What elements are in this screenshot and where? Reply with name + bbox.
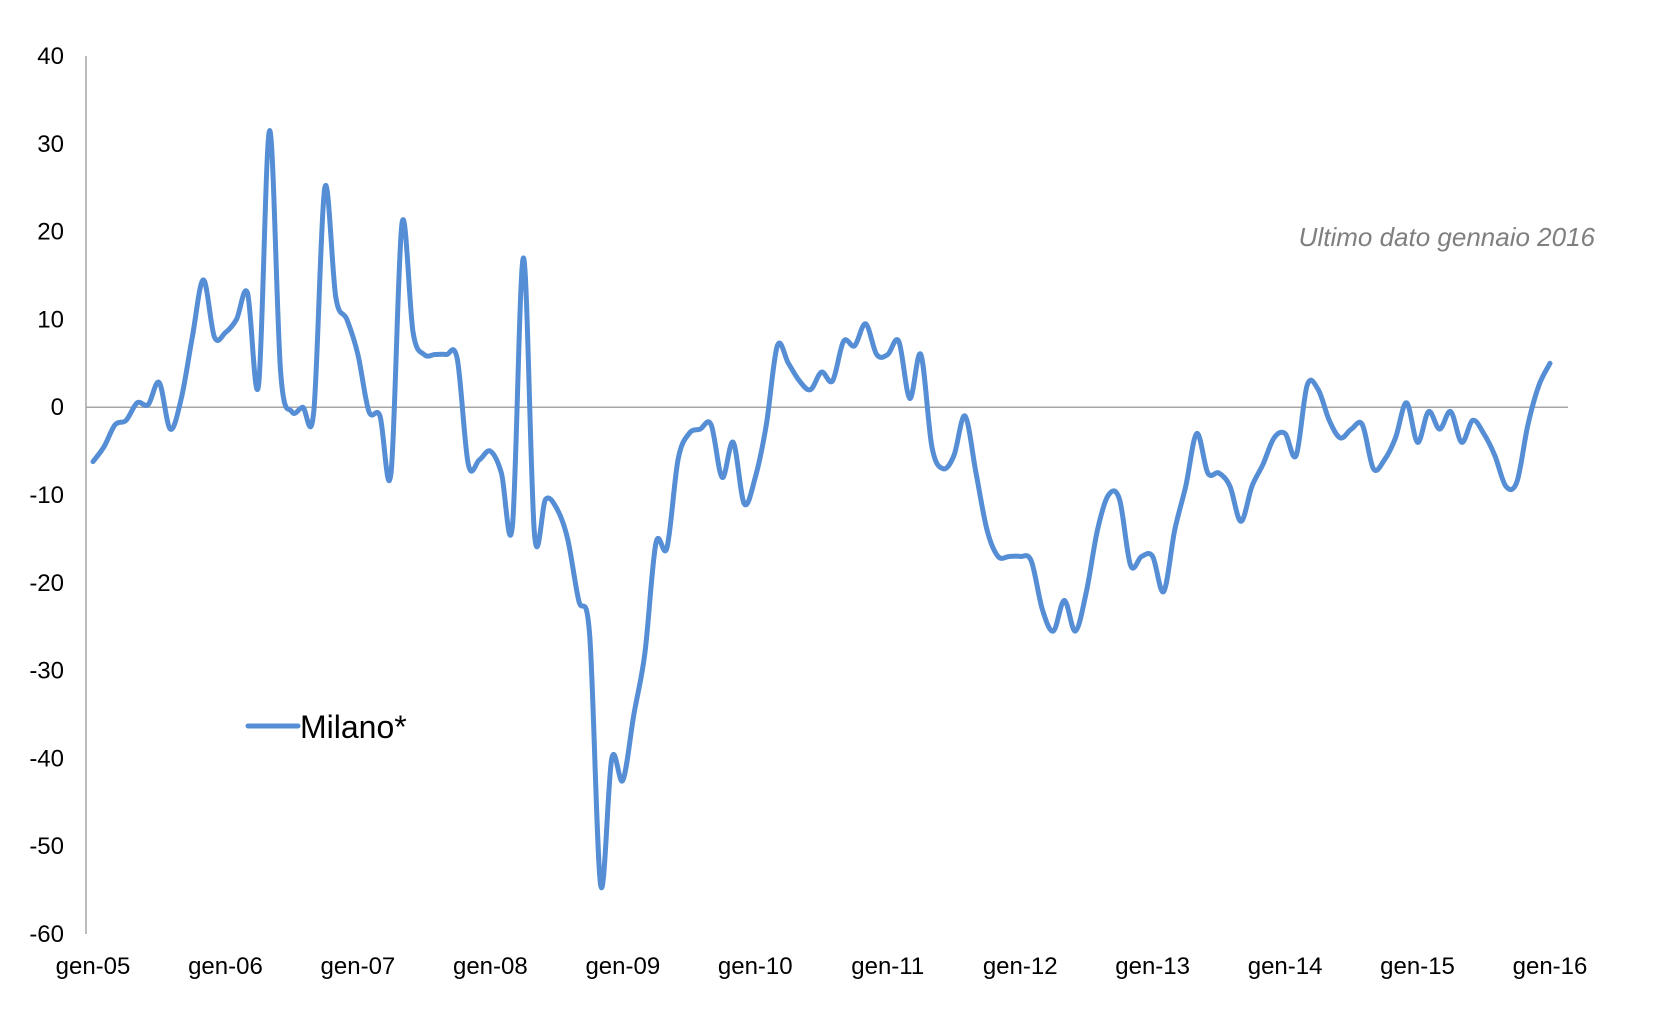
series-line <box>90 128 1553 891</box>
y-axis: 40 30 20 10 0 -10 -20 -30 -40 -50 -60 <box>29 43 87 948</box>
y-tick-label: 10 <box>37 306 64 333</box>
x-tick-label: gen-11 <box>851 953 924 980</box>
x-tick-label: gen-16 <box>1513 953 1588 980</box>
x-tick-label: gen-15 <box>1380 953 1455 980</box>
x-tick-label: gen-14 <box>1248 953 1323 980</box>
y-tick-label: -30 <box>29 658 64 685</box>
y-tick-label: 30 <box>37 131 64 158</box>
y-tick-label: 20 <box>37 219 64 246</box>
x-tick-label: gen-05 <box>56 953 131 980</box>
y-tick-label: -40 <box>29 745 64 772</box>
legend: Milano* <box>245 709 407 745</box>
legend-label: Milano* <box>300 709 407 745</box>
x-tick-label: gen-13 <box>1115 953 1190 980</box>
x-tick-label: gen-08 <box>453 953 528 980</box>
y-tick-label: 0 <box>51 394 64 421</box>
y-tick-label: 40 <box>37 43 64 70</box>
y-tick-label: -50 <box>29 833 64 860</box>
series-group <box>90 128 1553 891</box>
y-tick-label: -20 <box>29 570 64 597</box>
x-axis: gen-05 gen-06 gen-07 gen-08 gen-09 gen-10 gen-… <box>56 953 1588 980</box>
x-tick-label: gen-06 <box>188 953 263 980</box>
y-tick-label: -10 <box>29 482 64 509</box>
y-tick-label: -60 <box>29 921 64 948</box>
x-tick-label: gen-12 <box>983 953 1058 980</box>
x-tick-label: gen-09 <box>585 953 660 980</box>
x-tick-label: gen-07 <box>321 953 396 980</box>
annotation-note: Ultimo dato gennaio 2016 <box>1299 222 1596 252</box>
x-tick-label: gen-10 <box>718 953 793 980</box>
